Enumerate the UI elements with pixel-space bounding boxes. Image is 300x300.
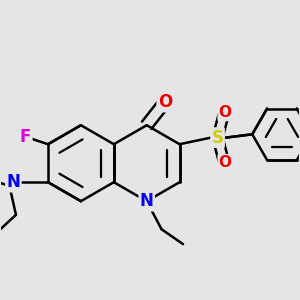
Text: N: N	[140, 192, 154, 210]
Text: S: S	[212, 129, 224, 147]
Text: F: F	[20, 128, 31, 146]
Text: O: O	[219, 155, 232, 170]
Text: O: O	[158, 93, 172, 111]
Text: N: N	[6, 173, 20, 191]
Text: O: O	[219, 105, 232, 120]
